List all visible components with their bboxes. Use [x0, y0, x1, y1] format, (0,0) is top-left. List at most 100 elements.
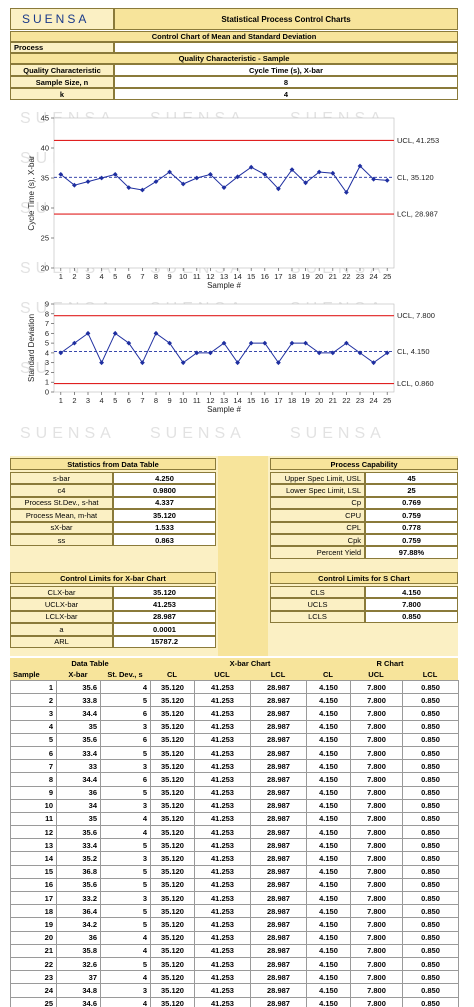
sample-size-value[interactable]: 8	[114, 76, 458, 88]
table-cell[interactable]: 6	[10, 745, 57, 761]
table-cell[interactable]: 14	[10, 851, 57, 866]
table-cell[interactable]: 4	[10, 719, 57, 734]
table-cell[interactable]: 3	[10, 706, 57, 721]
table-cell[interactable]: 23	[10, 970, 57, 985]
table-cell[interactable]: 35.8	[56, 943, 101, 958]
table-cell[interactable]: 3	[100, 798, 151, 813]
data-point	[289, 340, 295, 346]
table-cell[interactable]: 37	[56, 970, 101, 985]
table-cell[interactable]: 35.6	[56, 825, 101, 840]
table-cell[interactable]: 3	[100, 719, 151, 734]
table-cell[interactable]: 6	[100, 772, 151, 787]
table-cell[interactable]: 5	[100, 864, 151, 879]
table-cell[interactable]: 2	[10, 693, 57, 708]
table-cell[interactable]: 11	[10, 811, 57, 827]
table-cell: 4.150	[306, 719, 351, 734]
table-cell[interactable]: 10	[10, 798, 57, 813]
qc-value[interactable]: Cycle Time (s), X-bar	[114, 64, 458, 76]
table-cell[interactable]: 12	[10, 825, 57, 840]
table-cell[interactable]: 5	[10, 732, 57, 747]
table-cell[interactable]: 4	[100, 930, 151, 945]
table-cell[interactable]: 3	[100, 890, 151, 906]
table-cell: 7.800	[350, 838, 403, 853]
table-cell[interactable]: 35.2	[56, 851, 101, 866]
k-value[interactable]: 4	[114, 88, 458, 100]
table-cell[interactable]: 34.4	[56, 706, 101, 721]
table-cell[interactable]: 34	[56, 798, 101, 813]
table-cell[interactable]: 6	[100, 706, 151, 721]
xbar_limits-value: 35.120	[113, 586, 216, 599]
table-cell[interactable]: 33.4	[56, 745, 101, 761]
table-cell[interactable]: 5	[100, 838, 151, 853]
x-tick-label: 19	[301, 396, 309, 405]
column-header: CL	[167, 669, 177, 679]
table-cell[interactable]: 4	[100, 996, 151, 1007]
table-cell[interactable]: 36	[56, 785, 101, 800]
table-cell[interactable]: 34.4	[56, 772, 101, 787]
table-cell[interactable]: 35.6	[56, 732, 101, 747]
x-tick-label: 4	[100, 396, 104, 405]
table-cell[interactable]: 16	[10, 877, 57, 893]
table-cell[interactable]: 34.6	[56, 996, 101, 1007]
data-point	[221, 340, 227, 346]
table-cell[interactable]: 25	[10, 996, 57, 1007]
data-point	[289, 167, 295, 172]
table-cell[interactable]: 34.2	[56, 917, 101, 932]
table-cell[interactable]: 9	[10, 785, 57, 800]
table-cell[interactable]: 33.4	[56, 838, 101, 853]
table-cell[interactable]: 7	[10, 759, 57, 774]
table-cell[interactable]: 3	[100, 983, 151, 998]
table-cell[interactable]: 33.8	[56, 693, 101, 708]
table-cell: 35.120	[150, 732, 195, 747]
table-cell[interactable]: 5	[100, 785, 151, 800]
table-cell[interactable]: 18	[10, 904, 57, 919]
table-cell[interactable]: 24	[10, 983, 57, 998]
table-cell[interactable]: 22	[10, 956, 57, 972]
table-cell: 7.800	[350, 732, 403, 747]
table-cell[interactable]: 6	[100, 732, 151, 747]
table-cell[interactable]: 33	[56, 759, 101, 774]
column-header: CL	[323, 669, 333, 679]
table-cell[interactable]: 20	[10, 930, 57, 945]
table-cell[interactable]: 5	[100, 877, 151, 893]
table-cell[interactable]: 35	[56, 719, 101, 734]
table-cell[interactable]: 8	[10, 772, 57, 787]
xbar-chart-group-header: X-bar Chart	[229, 659, 271, 668]
table-cell: 7.800	[350, 943, 403, 958]
table-cell[interactable]: 5	[100, 956, 151, 972]
table-cell[interactable]: 19	[10, 917, 57, 932]
table-cell[interactable]: 4	[100, 825, 151, 840]
table-cell[interactable]: 36.8	[56, 864, 101, 879]
control-line-label: UCL, 41.253	[397, 136, 439, 145]
table-cell[interactable]: 34.8	[56, 983, 101, 998]
table-cell: 0.850	[402, 785, 459, 800]
table-cell[interactable]: 3	[100, 851, 151, 866]
table-cell[interactable]: 36.4	[56, 904, 101, 919]
table-cell[interactable]: 4	[100, 811, 151, 827]
table-cell[interactable]: 4	[100, 970, 151, 985]
table-cell[interactable]: 35.6	[56, 877, 101, 893]
capability-value: 45	[365, 472, 458, 485]
table-cell[interactable]: 4	[100, 679, 151, 695]
table-cell[interactable]: 35	[56, 811, 101, 827]
table-cell[interactable]: 3	[100, 759, 151, 774]
data-point	[357, 163, 363, 169]
table-cell[interactable]: 5	[100, 693, 151, 708]
table-cell[interactable]: 17	[10, 890, 57, 906]
table-cell[interactable]: 15	[10, 864, 57, 879]
table-cell: 41.253	[194, 851, 251, 866]
process-input[interactable]	[114, 42, 458, 53]
table-cell[interactable]: 13	[10, 838, 57, 853]
table-cell[interactable]: 32.6	[56, 956, 101, 972]
table-cell[interactable]: 4	[100, 943, 151, 958]
table-cell[interactable]: 35.6	[56, 679, 101, 695]
table-cell[interactable]: 5	[100, 917, 151, 932]
table-cell[interactable]: 5	[100, 745, 151, 761]
table-cell[interactable]: 36	[56, 930, 101, 945]
table-cell[interactable]: 33.2	[56, 890, 101, 906]
table-cell[interactable]: 1	[10, 679, 57, 695]
table-cell: 41.253	[194, 811, 251, 827]
table-cell[interactable]: 5	[100, 904, 151, 919]
table-row: 4 35 3 35.120 41.253 28.987 4.150 7.800 0.850	[10, 719, 459, 734]
table-cell[interactable]: 21	[10, 943, 57, 958]
